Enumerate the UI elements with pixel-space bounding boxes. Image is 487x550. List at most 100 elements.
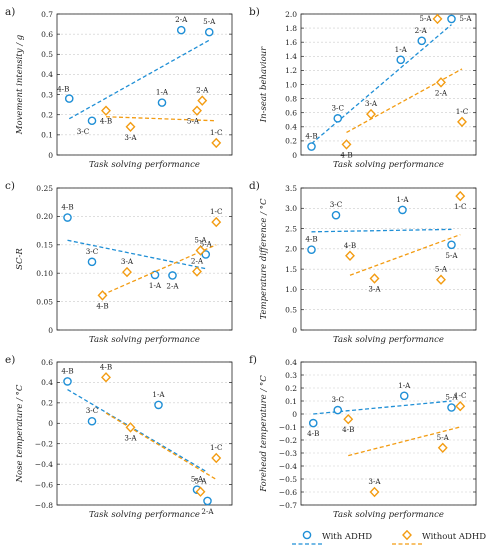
data-point [447, 14, 456, 24]
chart-panel: 0 0.05 0.10 0.15 0.20 0.25 c) Task solving perf… [5, 180, 233, 345]
data-point [101, 372, 111, 383]
y-tick-label: 1.4 [285, 52, 297, 61]
y-tick-label: 0 [48, 151, 53, 160]
y-tick-label: 0.6 [285, 109, 297, 118]
data-point [154, 400, 163, 410]
y-tick-label: 0.15 [36, 241, 53, 250]
data-point [195, 245, 206, 256]
data-label: 4-B [100, 362, 112, 371]
panel-label: b) [249, 6, 260, 18]
data-label: 4-B [96, 301, 108, 310]
y-tick-label: 0.7 [41, 10, 53, 19]
data-point [307, 142, 316, 151]
trend-line [349, 234, 461, 276]
y-tick-label: 3.0 [285, 204, 297, 213]
y-tick-label: 0.25 [36, 184, 53, 193]
data-label: 2-A [435, 88, 448, 97]
plot-frame [56, 187, 233, 331]
data-label: 3-C [86, 406, 99, 415]
data-label: 3-C [331, 103, 344, 112]
panel-label: f) [249, 354, 257, 366]
y-tick-label: 0.2 [285, 384, 297, 393]
data-point [343, 413, 354, 425]
y-tick-label: 0.8 [285, 94, 297, 103]
y-tick-label: −0.8 [35, 501, 53, 510]
data-label: 5-A [191, 475, 204, 484]
data-point [331, 210, 341, 220]
legend: With ADHD Without ADHD [290, 530, 487, 548]
plot-frame [56, 13, 233, 156]
data-point [63, 213, 72, 222]
data-label: 3-C [331, 395, 344, 404]
y-tick-label: 0.2 [41, 399, 53, 408]
data-point [192, 105, 202, 116]
y-tick-label: 0.2 [41, 111, 53, 120]
data-label: 1-A [396, 195, 409, 204]
data-point [197, 95, 208, 106]
data-label: 1-A [398, 381, 411, 390]
data-label: 4-B [344, 241, 356, 250]
x-axis-label: Task solving performance [89, 335, 200, 345]
data-point [122, 266, 132, 278]
data-point [341, 139, 352, 150]
trend-line [105, 116, 217, 122]
y-tick-label: 2.0 [285, 10, 297, 19]
data-point [396, 55, 406, 65]
data-label: 1-A [149, 281, 162, 290]
y-tick-label: −0.4 [279, 462, 297, 471]
chart-panel: 0 0.2 0.4 0.6 0.8 1.0 1.2 1.4 1.6 1.8 2.0 b) Task so… [249, 6, 477, 170]
data-label: 1-A [156, 88, 169, 97]
data-label: 5-A [419, 14, 432, 23]
y-tick-label: −0.3 [279, 449, 297, 458]
data-label: 4-B [342, 425, 354, 434]
data-point [447, 403, 456, 412]
data-point [211, 137, 222, 149]
data-point [366, 108, 376, 120]
data-label: 5-A [203, 17, 216, 26]
y-tick-label: −0.7 [279, 501, 297, 510]
y-tick-label: −0.2 [279, 436, 297, 445]
trend-line [346, 68, 463, 134]
data-label: 3-A [365, 99, 378, 108]
data-label: 5-A [445, 393, 458, 402]
y-tick-label: 1.2 [285, 66, 297, 75]
y-tick-label: −0.1 [279, 423, 297, 432]
trend-line [68, 39, 210, 120]
data-point [97, 290, 108, 301]
data-point [307, 245, 316, 254]
y-tick-label: 0 [48, 326, 53, 335]
data-point [192, 266, 202, 277]
data-point [101, 105, 111, 116]
y-tick-label: 1.0 [285, 80, 297, 89]
data-label: 5-A [435, 265, 448, 274]
data-label: 1-C [454, 202, 467, 211]
data-point [399, 391, 409, 401]
data-label: 3-A [121, 257, 134, 266]
y-tick-label: 1.0 [285, 285, 297, 294]
y-tick-label: −0.5 [279, 475, 297, 484]
legend-item-with-adhd: With ADHD [290, 530, 380, 548]
data-point [203, 496, 212, 506]
legend-item-without-adhd: Without ADHD [390, 530, 487, 548]
data-label: 1-C [210, 207, 223, 216]
data-label: 1-A [395, 45, 408, 54]
y-tick-label: 0 [292, 151, 297, 160]
data-point [157, 98, 167, 107]
y-tick-label: 0.4 [285, 123, 297, 132]
data-point [417, 36, 427, 46]
data-label: 4-B [100, 117, 112, 126]
y-tick-label: 2.5 [285, 224, 297, 233]
plot-frame [300, 361, 477, 506]
chart-panel: −0.8 −0.6 −0.4 −0.2 0 0.2 0.4 0.6 e) Task solving… [5, 354, 233, 520]
y-tick-label: 0 [292, 410, 297, 419]
y-tick-label: −0.2 [35, 440, 53, 449]
trend-line [105, 412, 217, 481]
data-label: 3-C [330, 200, 343, 209]
y-tick-label: 0.2 [285, 137, 297, 146]
data-point [437, 442, 448, 454]
y-tick-label: 1.5 [285, 265, 297, 274]
data-label: 5-A [459, 14, 472, 23]
y-tick-label: 0.5 [41, 50, 53, 59]
y-tick-label: 3.5 [285, 184, 297, 193]
y-axis-label: In-seat behaviour [259, 46, 269, 123]
